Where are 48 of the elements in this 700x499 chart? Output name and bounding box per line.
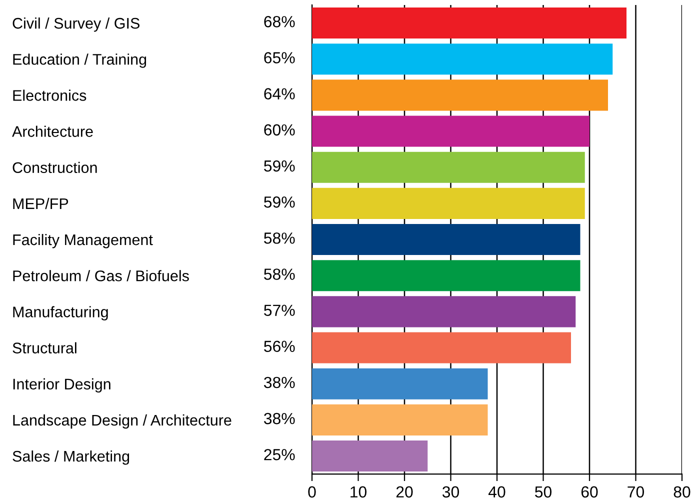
bar	[312, 188, 585, 219]
y-tick-label: Education / Training	[13, 54, 146, 68]
bar	[312, 224, 580, 256]
bar	[312, 296, 576, 328]
data-label: 38%	[264, 376, 295, 388]
bar	[312, 8, 626, 39]
data-label: 38%	[264, 412, 295, 424]
y-tick-label: Facility Management	[13, 234, 153, 248]
y-tick-label: Structural	[12, 342, 76, 354]
bar	[312, 116, 590, 147]
x-tick-label: 0	[308, 486, 316, 498]
bar	[312, 332, 571, 364]
x-tick-label: 30	[442, 486, 460, 498]
data-label: 60%	[264, 124, 295, 136]
x-tick-label: 40	[488, 486, 506, 498]
y-tick-label: Sales / Marketing	[12, 450, 130, 465]
data-label: 64%	[264, 88, 295, 100]
bar	[312, 260, 580, 292]
bar	[312, 440, 428, 472]
y-tick-label: Electronics	[13, 90, 86, 101]
bar	[312, 80, 608, 111]
y-tick-label: Petroleum / Gas / Biofuels	[13, 270, 189, 282]
bar	[312, 404, 488, 436]
x-tick-label: 20	[396, 486, 413, 498]
y-tick-label: MEP/FP	[13, 198, 68, 210]
data-label: 58%	[264, 232, 295, 244]
data-label: 59%	[264, 160, 295, 172]
y-tick-label: Manufacturing	[13, 306, 108, 320]
bar	[312, 44, 613, 75]
bar	[312, 368, 488, 400]
y-tick-label: Civil / Survey / GIS	[12, 17, 140, 32]
x-tick-label: 50	[535, 486, 552, 498]
data-label: 56%	[264, 340, 295, 352]
x-tick-label: 80	[674, 486, 690, 498]
data-label: 25%	[264, 448, 295, 460]
data-label: 57%	[264, 304, 295, 316]
y-tick-label: Landscape Design / Architecture	[13, 414, 232, 429]
x-tick-label: 10	[350, 486, 367, 498]
bar	[312, 152, 585, 183]
data-label: 59%	[264, 196, 295, 208]
x-tick-label: 70	[628, 486, 644, 498]
data-label: 58%	[264, 268, 295, 280]
y-tick-label: Architecture	[12, 126, 93, 137]
y-tick-label: Construction	[12, 162, 97, 174]
x-tick-label: 60	[581, 486, 598, 498]
data-label: 68%	[264, 16, 295, 28]
data-label: 65%	[264, 52, 295, 64]
y-tick-label: Interior Design	[13, 378, 110, 393]
